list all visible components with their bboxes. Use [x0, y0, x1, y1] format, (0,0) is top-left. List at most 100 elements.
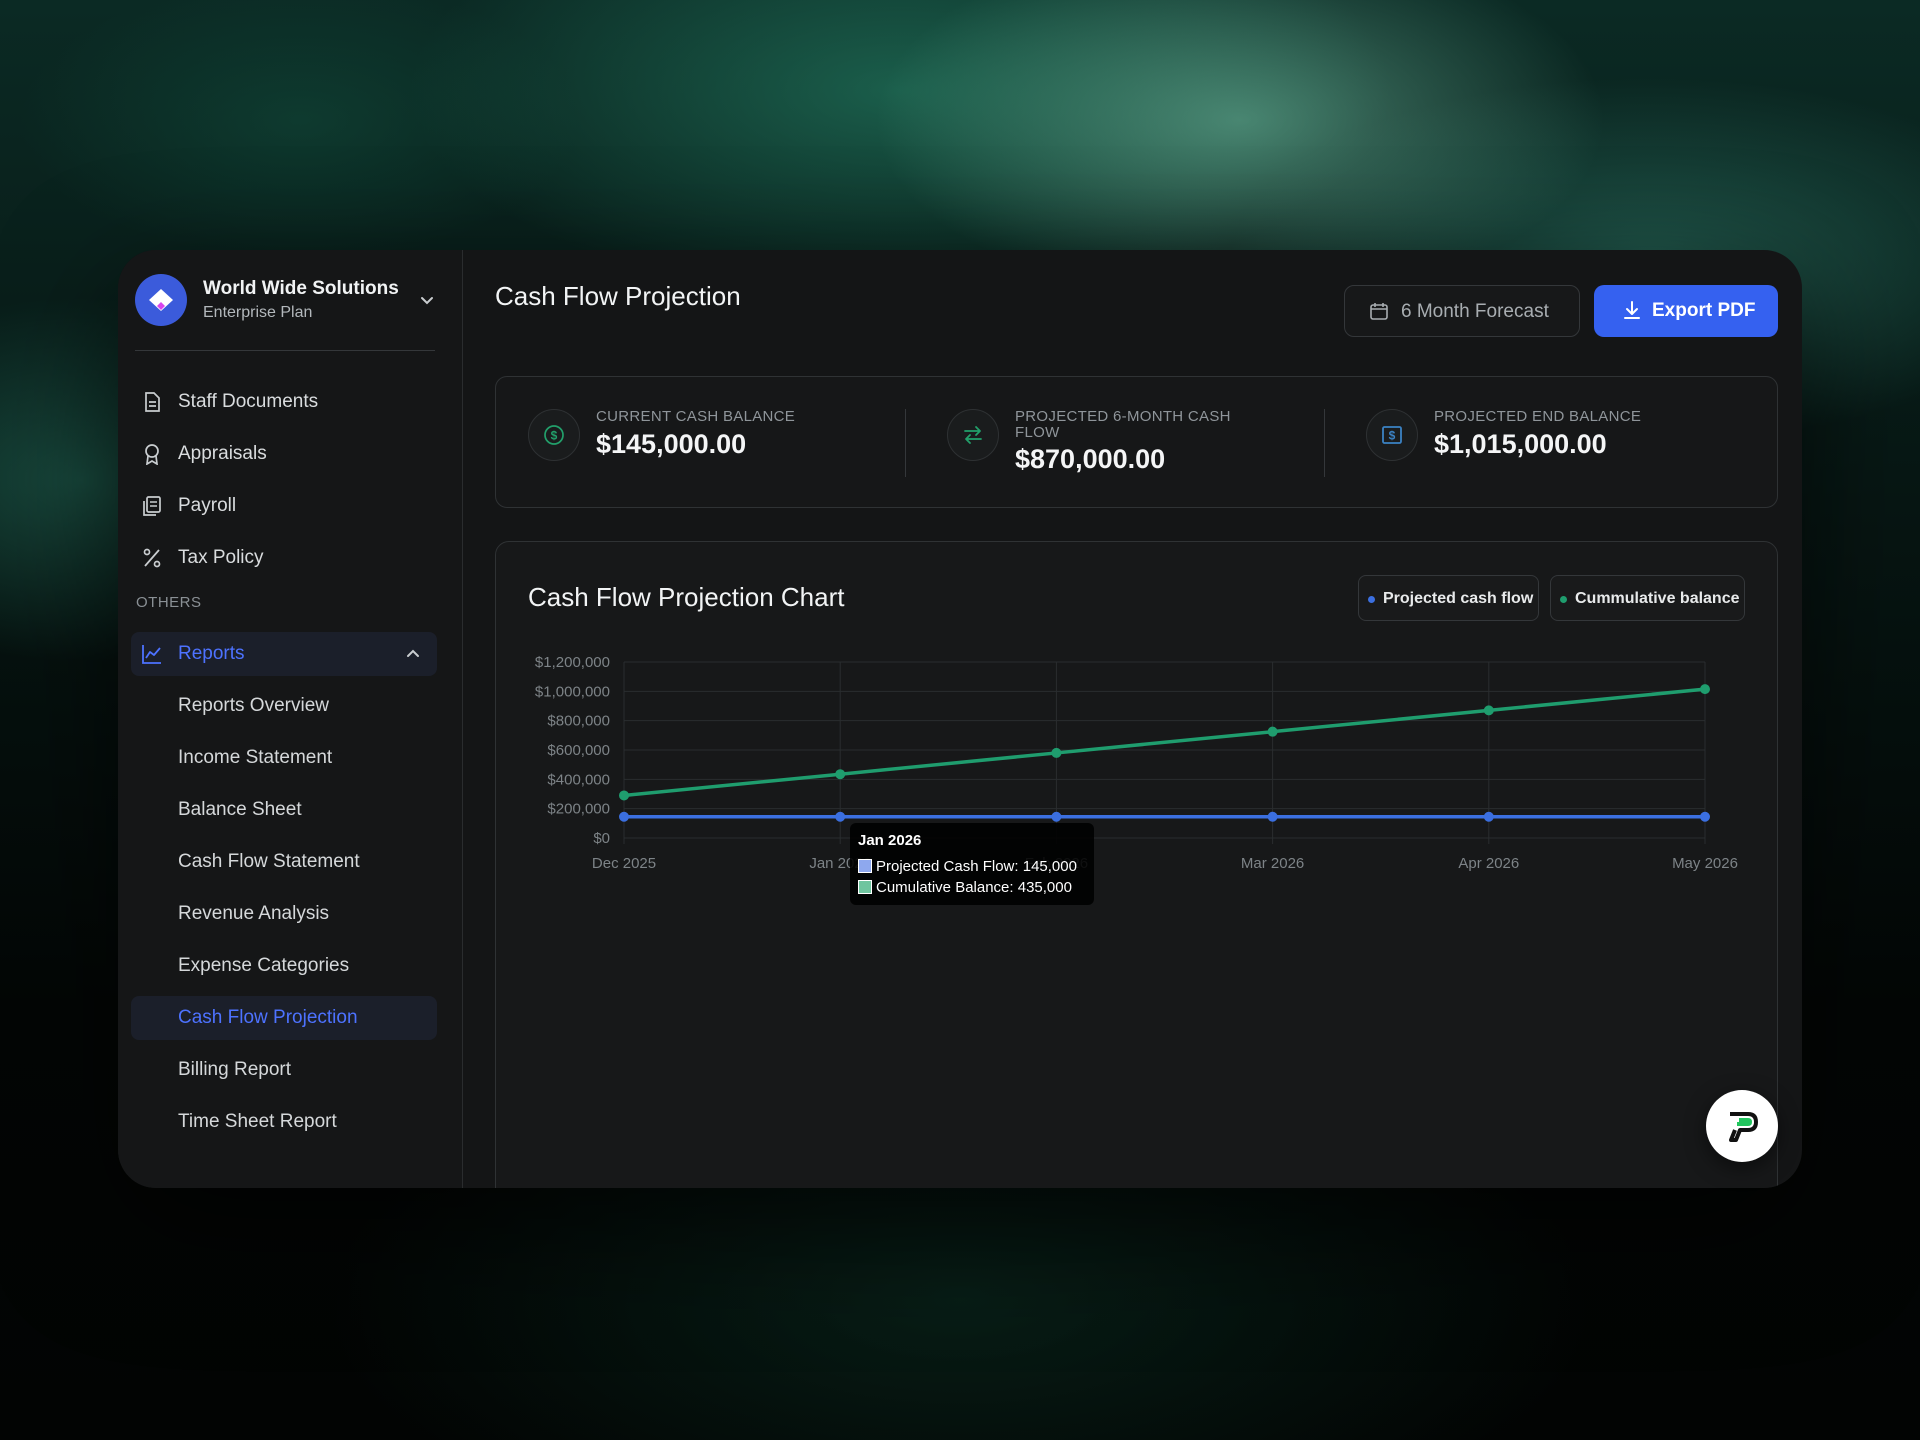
data-point-cummulative-balance	[1051, 747, 1062, 758]
svg-text:$: $	[1389, 429, 1396, 443]
sidebar-item-appraisals[interactable]: Appraisals	[131, 432, 437, 476]
series-line-cummulative-balance	[623, 687, 1706, 798]
sidebar-subitem-time-sheet-report[interactable]: Time Sheet Report	[131, 1100, 437, 1144]
percent-icon	[143, 548, 161, 568]
sidebar-subitem-label: Balance Sheet	[178, 799, 302, 820]
sidebar-subitem-reports-overview[interactable]: Reports Overview	[131, 684, 437, 728]
data-point-cummulative-balance	[1267, 726, 1278, 737]
line-chart-icon	[142, 645, 161, 664]
chart-card: Cash Flow Projection Chart Projected cas…	[495, 541, 1778, 1188]
sidebar: World Wide Solutions Enterprise Plan Sta…	[118, 250, 463, 1188]
export-pdf-button[interactable]: Export PDF	[1594, 285, 1778, 337]
sidebar-subitem-revenue-analysis[interactable]: Revenue Analysis	[131, 892, 437, 936]
transfer-arrows-icon	[947, 409, 999, 461]
sidebar-subitem-label: Billing Report	[178, 1059, 291, 1080]
org-logo-icon	[135, 274, 187, 326]
chart-tooltip: Jan 2026 Projected Cash Flow: 145,000 Cu…	[850, 823, 1094, 905]
y-tick-label: $600,000	[547, 742, 610, 759]
stat-label: PROJECTED END BALANCE	[1434, 408, 1642, 425]
sidebar-item-label: Reports	[178, 643, 245, 664]
sidebar-item-staff-documents[interactable]: Staff Documents	[131, 380, 437, 424]
stat-current-cash-balance: $ CURRENT CASH BALANCE $145,000.00	[496, 377, 916, 507]
sidebar-subitem-balance-sheet[interactable]: Balance Sheet	[131, 788, 437, 832]
page-title: Cash Flow Projection	[495, 281, 741, 311]
sidebar-divider	[135, 350, 435, 351]
legend-label: Cummulative balance	[1575, 590, 1740, 607]
calendar-icon	[1370, 303, 1388, 320]
chart-title: Cash Flow Projection Chart	[528, 582, 845, 612]
data-point-cummulative-balance	[835, 769, 846, 780]
stat-label: PROJECTED 6-MONTH CASH FLOW	[1015, 408, 1231, 441]
y-tick-label: $1,000,000	[535, 683, 610, 700]
svg-text:$: $	[551, 429, 558, 443]
dollar-circle-icon: $	[528, 409, 580, 461]
data-point-projected-cash-flow	[1051, 811, 1062, 822]
sidebar-subitem-label: Cash Flow Statement	[178, 851, 360, 872]
x-tick-label: May 2026	[1672, 855, 1738, 872]
data-point-cummulative-balance	[1483, 705, 1494, 716]
legend-label: Projected cash flow	[1383, 590, 1534, 607]
y-tick-label: $0	[593, 830, 610, 847]
org-switcher[interactable]: World Wide Solutions Enterprise Plan	[135, 272, 445, 328]
sidebar-subitem-label: Revenue Analysis	[178, 903, 330, 924]
data-point-cummulative-balance	[619, 790, 629, 801]
y-tick-label: $200,000	[547, 801, 610, 818]
sidebar-subitem-income-statement[interactable]: Income Statement	[131, 736, 437, 780]
sidebar-subitem-label: Expense Categories	[178, 955, 350, 976]
cash-flow-chart[interactable]: $0 $200,000 $400,000 $600,000 $800,000 $1,000…	[496, 642, 1779, 902]
stat-projected-cash-flow: PROJECTED 6-MONTH CASH FLOW $870,000.00	[915, 377, 1335, 507]
chevron-down-icon	[421, 297, 433, 305]
brand-logo-icon	[1729, 1112, 1758, 1142]
x-tick-label: Apr 2026	[1458, 855, 1519, 872]
stat-value: $1,015,000.00	[1434, 429, 1607, 459]
stat-value: $145,000.00	[596, 429, 747, 459]
x-tick-label: Dec 2025	[592, 855, 656, 872]
sidebar-item-label: Appraisals	[178, 443, 267, 464]
stat-divider	[1324, 409, 1325, 477]
forecast-period-button[interactable]: 6 Month Forecast	[1344, 285, 1580, 337]
sidebar-item-label: Tax Policy	[178, 547, 264, 568]
section-label-others: OTHERS	[136, 594, 202, 611]
sidebar-subitem-label: Reports Overview	[178, 695, 329, 716]
sidebar-subitem-cash-flow-projection[interactable]: Cash Flow Projection	[131, 996, 437, 1040]
forecast-period-label: 6 Month Forecast	[1401, 301, 1549, 322]
bill-icon: $	[1366, 409, 1418, 461]
y-tick-label: $1,200,000	[535, 654, 610, 671]
sidebar-subitem-label: Cash Flow Projection	[178, 1007, 358, 1028]
sidebar-item-label: Staff Documents	[178, 391, 319, 412]
stat-value: $870,000.00	[1015, 444, 1166, 474]
org-plan: Enterprise Plan	[203, 304, 313, 321]
chevron-up-icon[interactable]	[403, 644, 423, 664]
stat-divider	[905, 409, 906, 477]
tooltip-line-projected: Projected Cash Flow: 145,000	[876, 858, 1077, 875]
sidebar-subitem-label: Income Statement	[178, 747, 333, 768]
x-tick-label: Mar 2026	[1241, 855, 1304, 872]
data-point-projected-cash-flow	[1267, 811, 1278, 822]
org-name: World Wide Solutions	[203, 278, 399, 299]
award-icon	[145, 444, 159, 465]
sidebar-subitem-billing-report[interactable]: Billing Report	[131, 1048, 437, 1092]
stat-label: CURRENT CASH BALANCE	[596, 408, 796, 425]
chat-launcher-button[interactable]	[1706, 1090, 1778, 1162]
sidebar-item-label: Payroll	[178, 495, 237, 516]
y-tick-label: $800,000	[547, 713, 610, 730]
data-point-projected-cash-flow	[1483, 811, 1494, 822]
sidebar-item-tax-policy[interactable]: Tax Policy	[131, 536, 437, 580]
legend-dot	[1560, 596, 1567, 603]
sidebar-item-reports[interactable]: Reports	[131, 632, 437, 676]
stat-projected-end-balance: $ PROJECTED END BALANCE $1,015,000.00	[1334, 377, 1754, 507]
sidebar-subitem-label: Time Sheet Report	[178, 1111, 337, 1132]
sidebar-subitem-cash-flow-statement[interactable]: Cash Flow Statement	[131, 840, 437, 884]
download-icon	[1624, 301, 1640, 319]
sidebar-subitem-expense-categories[interactable]: Expense Categories	[131, 944, 437, 988]
legend-projected-cash-flow[interactable]: Projected cash flow	[1358, 575, 1539, 621]
document-icon	[145, 392, 160, 412]
data-point-projected-cash-flow	[835, 811, 846, 822]
export-pdf-label: Export PDF	[1652, 300, 1756, 321]
app-window: World Wide Solutions Enterprise Plan Sta…	[118, 250, 1802, 1188]
receipt-icon	[143, 496, 161, 516]
legend-cumulative-balance[interactable]: Cummulative balance	[1550, 575, 1745, 621]
sidebar-item-payroll[interactable]: Payroll	[131, 484, 437, 528]
data-point-cummulative-balance	[1700, 684, 1710, 695]
legend-dot	[1368, 596, 1375, 603]
